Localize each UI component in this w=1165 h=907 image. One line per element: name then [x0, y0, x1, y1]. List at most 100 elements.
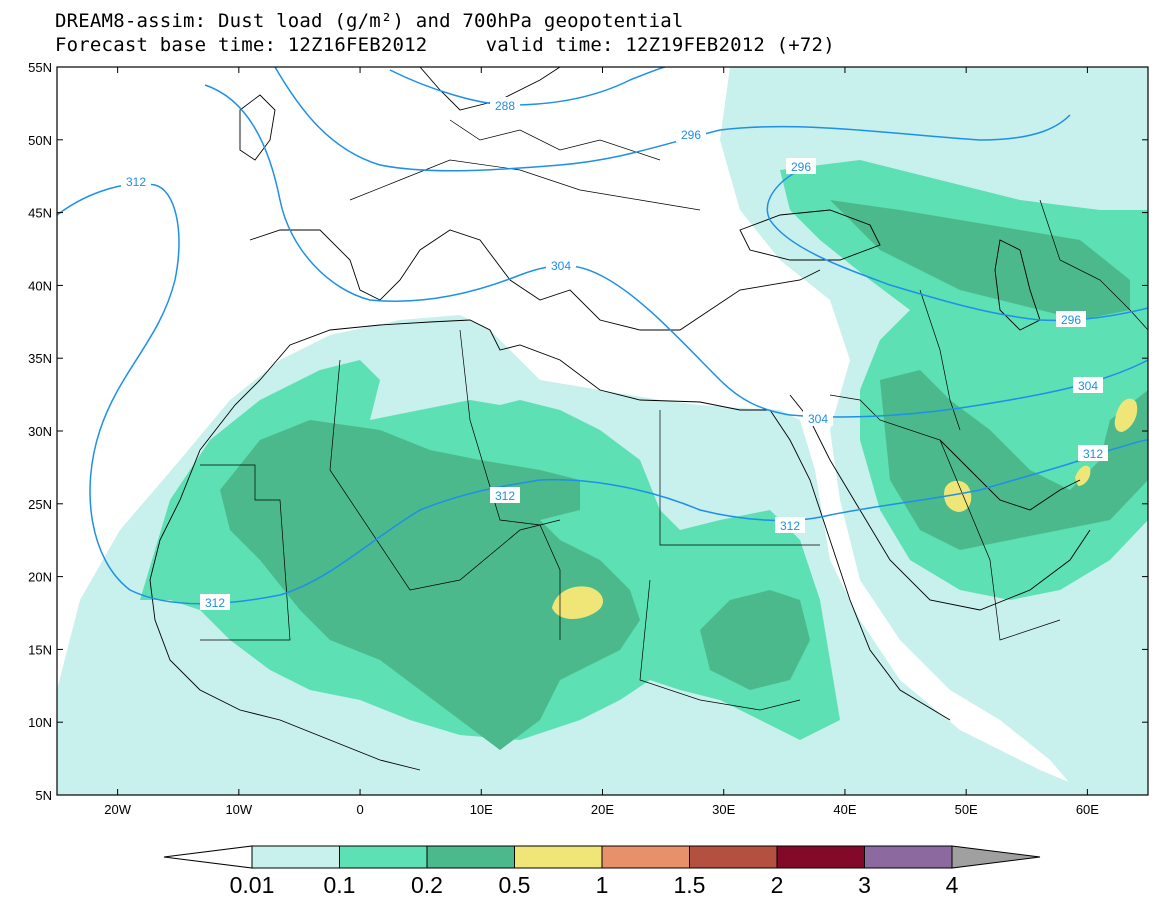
- axis-ticks: [57, 66, 1148, 796]
- title-text: DREAM8-assim: Dust load (g/m²) and 700hP…: [55, 10, 684, 32]
- contour-label-bg: [786, 158, 816, 174]
- coastline-scandinavia: [419, 67, 561, 111]
- lat-label: 15N: [28, 642, 52, 657]
- colorbar-label: 1: [596, 872, 609, 898]
- colorbar-label: 1.5: [674, 872, 706, 898]
- coastline-west-africa: [149, 449, 421, 771]
- lon-label: 60E: [1076, 802, 1099, 817]
- colorbar-swatch: [689, 845, 778, 869]
- contour-label-312: 312: [780, 519, 800, 533]
- coastline-caspian: [994, 239, 1041, 331]
- lat-label: 25N: [28, 497, 52, 512]
- contour-label-304: 304: [1078, 379, 1098, 393]
- contour-label-296: 296: [681, 128, 701, 142]
- contour-label-bg: [1056, 311, 1086, 327]
- contour-312-main: [57, 183, 1148, 605]
- contour-label-bg: [490, 97, 520, 113]
- coastline-north-africa: [199, 319, 770, 451]
- lat-label: 5N: [35, 788, 52, 803]
- lon-label: 20W: [104, 802, 131, 817]
- colorbar-swatch: [776, 845, 865, 869]
- coastline-red-sea: [769, 409, 951, 721]
- colorbar-label: 0.1: [324, 872, 356, 898]
- colorbar-swatch: [251, 845, 340, 869]
- border-sahara-1: [200, 464, 291, 641]
- coastline-persian-gulf: [939, 439, 1081, 511]
- map-plot-area: 288 296 296 296 304 304 304 312 312 312 …: [57, 67, 1148, 795]
- lon-label: 0: [356, 802, 363, 817]
- border-europe-2: [449, 119, 661, 161]
- contour-288: [389, 67, 666, 106]
- border-central-asia: [1039, 199, 1148, 331]
- dust-area-0-2-sudan: [700, 590, 810, 690]
- border-chad-sudan: [639, 579, 801, 711]
- border-libya-egypt: [659, 410, 820, 546]
- map-title-line2: Forecast base time: 12Z16FEB2012 valid t…: [55, 35, 835, 55]
- longitude-labels: 20W 10W 0 10E 20E 30E 40E 50E 60E: [104, 802, 1099, 817]
- border-iraq-iran: [919, 289, 961, 431]
- contour-label-bg: [676, 126, 706, 142]
- coastline-black-sea: [739, 209, 881, 261]
- colorbar-label: 2: [771, 872, 784, 898]
- coastline-arabia: [789, 394, 1091, 611]
- colorbar: 0.01 0.1 0.2 0.5 1 1.5 2 3 4: [163, 845, 1041, 898]
- colorbar-label: 0.01: [230, 872, 275, 898]
- colorbar-swatch: [514, 845, 603, 869]
- lat-label: 55N: [28, 60, 52, 75]
- dust-area-0-5-arabia: [944, 480, 972, 512]
- colorbar-label: 0.2: [411, 872, 443, 898]
- lat-label: 20N: [28, 570, 52, 585]
- colorbar-swatch: [864, 845, 953, 869]
- lon-label: 30E: [712, 802, 735, 817]
- coastline-britain: [239, 94, 276, 161]
- contour-label-bg: [490, 487, 520, 503]
- valid-time-prefix: valid time:: [427, 34, 626, 56]
- lon-label: 50E: [955, 802, 978, 817]
- valid-time: 12Z19FEB2012 (+72): [625, 34, 835, 56]
- contour-label-304: 304: [551, 259, 571, 273]
- latitude-labels: 55N 50N 45N 40N 35N 30N 25N 20N 15N 10N 5N: [28, 60, 52, 803]
- lon-label: 10W: [225, 802, 252, 817]
- border-europe-1: [349, 159, 701, 211]
- coastlines: [149, 67, 1091, 771]
- colorbar-over-triangle: [951, 845, 1041, 869]
- colorbar-label: 4: [946, 872, 959, 898]
- contour-label-312: 312: [1083, 447, 1103, 461]
- coastline-europe: [249, 229, 821, 331]
- colorbar-under-triangle: [163, 845, 253, 869]
- country-borders: [200, 119, 1148, 711]
- colorbar-swatch: [601, 845, 690, 869]
- colorbar-swatch: [426, 845, 515, 869]
- lat-label: 10N: [28, 715, 52, 730]
- lat-label: 45N: [28, 206, 52, 221]
- dust-area-0-2-caucasus: [830, 200, 1130, 320]
- base-time-prefix: Forecast base time:: [55, 34, 288, 56]
- lon-label: 10E: [470, 802, 493, 817]
- lat-label: 40N: [28, 278, 52, 293]
- contour-label-bg: [1078, 445, 1108, 461]
- contour-label-296: 296: [1061, 313, 1081, 327]
- lat-label: 50N: [28, 133, 52, 148]
- colorbar-swatch: [339, 845, 428, 869]
- contour-label-bg: [121, 173, 151, 189]
- lat-label: 35N: [28, 351, 52, 366]
- lat-label: 30N: [28, 424, 52, 439]
- contour-label-bg: [775, 517, 805, 533]
- border-arabia: [829, 394, 1061, 641]
- dust-area-0-5-iran: [1114, 398, 1138, 432]
- colorbar-label: 3: [858, 872, 871, 898]
- border-sahara-2: [329, 359, 561, 591]
- dust-area-0-5-chad: [552, 586, 604, 619]
- contour-label-312: 312: [205, 596, 225, 610]
- map-title-line1: DREAM8-assim: Dust load (g/m²) and 700hP…: [55, 11, 684, 31]
- contour-label-312: 312: [495, 489, 515, 503]
- contour-304: [204, 84, 1148, 418]
- contour-296-west: [274, 67, 1071, 172]
- contour-label-bg: [546, 257, 576, 273]
- contour-label-312: 312: [126, 175, 146, 189]
- lon-label: 20E: [591, 802, 614, 817]
- contour-label-296: 296: [791, 160, 811, 174]
- border-sahara-3: [459, 329, 561, 640]
- contour-label-288: 288: [495, 99, 515, 113]
